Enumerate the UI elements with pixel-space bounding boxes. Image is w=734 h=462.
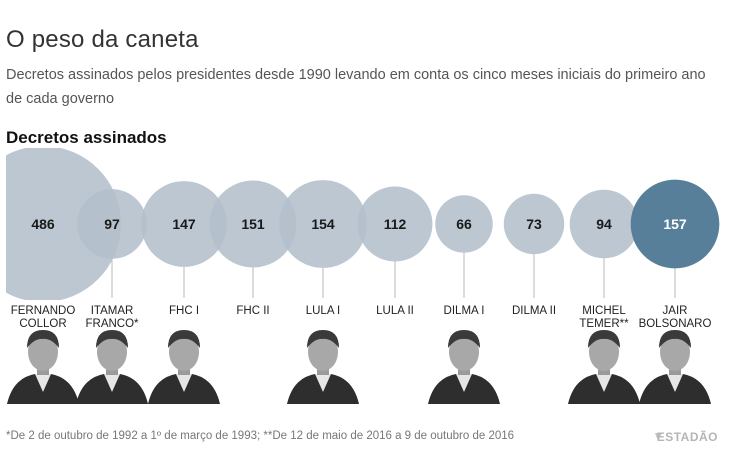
value-label: 157 [663,216,687,232]
photo-fhc [148,330,220,404]
category-label: DILMA II [512,305,556,317]
chart-title: O peso da caneta [6,26,199,53]
value-label: 486 [31,216,55,232]
value-label: 66 [456,216,472,232]
photo-temer [568,330,640,404]
category-label: ITAMAR FRANCO* [85,305,139,330]
value-label: 112 [384,216,407,232]
bubble-8 [569,189,639,259]
value-label: 94 [596,216,612,232]
photo-bolsonaro [639,330,711,404]
bubble-3 [209,180,297,268]
chart-subtitle: Decretos assinados pelos presidentes des… [6,67,706,107]
value-label: 97 [104,216,120,232]
value-label: 73 [526,216,542,232]
category-label: MICHEL TEMER** [579,305,629,330]
category-label: FERNANDO COLLOR [11,305,76,330]
bubble-2 [141,181,227,267]
category-label: LULA II [376,305,414,317]
photo-collor [7,330,79,404]
bubble-4 [279,180,367,268]
brand-logo: ESTADÃO [656,430,718,444]
bubble-5 [357,186,433,262]
category-label: JAIR BOLSONARO [639,305,712,330]
value-label: 154 [311,216,335,232]
category-label: FHC I [169,305,199,317]
section-label: Decretos assinados [6,128,167,147]
bubble-0 [6,148,121,300]
footnote: *De 2 de outubro de 1992 a 1º de março d… [6,430,515,442]
bubble-1 [77,189,147,259]
photo-lula [287,330,359,404]
category-label: DILMA I [444,305,485,317]
category-label: FHC II [236,305,269,317]
bubble-9 [630,179,720,269]
brand-mark-icon [655,433,662,441]
bubble-6 [435,195,493,253]
photo-dilma [428,330,500,404]
photo-itamar [76,330,148,404]
value-label: 151 [241,216,265,232]
bubble-7 [503,193,565,255]
value-label: 147 [172,216,196,232]
category-label: LULA I [306,305,341,317]
